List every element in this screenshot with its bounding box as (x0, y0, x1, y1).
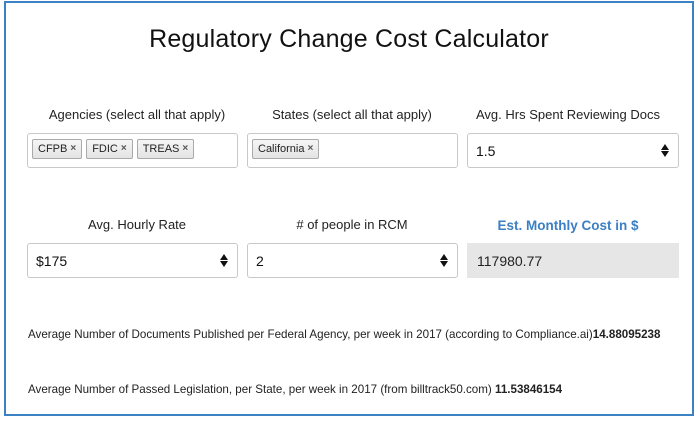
rate-label: Avg. Hourly Rate (87, 217, 187, 232)
agency-tag-treas: TREAS × (136, 139, 195, 159)
up-down-arrows-icon[interactable] (219, 254, 229, 267)
remove-icon[interactable]: × (120, 143, 127, 154)
remove-icon[interactable]: × (307, 143, 314, 154)
remove-icon[interactable]: × (70, 143, 77, 154)
monthly-cost-output: 117980.77 (467, 243, 679, 278)
tag-label: California (258, 143, 305, 155)
states-label: States (select all that apply) (272, 107, 432, 122)
calculator-panel: Regulatory Change Cost Calculator Agenci… (4, 1, 694, 416)
page-title: Regulatory Change Cost Calculator (149, 25, 549, 53)
agencies-label: Agencies (select all that apply) (48, 107, 226, 122)
hours-value: 1.5 (476, 142, 496, 159)
tag-label: CFPB (38, 143, 68, 155)
up-down-arrows-icon[interactable] (660, 144, 670, 157)
agency-tag-fdic: FDIC × (86, 139, 133, 159)
state-stat-text: Average Number of Passed Legislation, pe… (28, 383, 492, 396)
cost-value: 117980.77 (477, 252, 543, 269)
federal-stat-text: Average Number of Documents Published pe… (28, 328, 593, 341)
states-multiselect[interactable]: California × (247, 133, 458, 168)
hours-label: Avg. Hrs Spent Reviewing Docs (475, 107, 660, 122)
tag-label: TREAS (142, 143, 180, 155)
state-stat-value: 11.53846154 (495, 383, 563, 396)
remove-icon[interactable]: × (182, 143, 189, 154)
state-tag-california: California × (252, 139, 320, 159)
hourly-rate-input[interactable]: $175 (27, 243, 238, 278)
people-value: 2 (256, 252, 264, 269)
state-legislation-stat: Average Number of Passed Legislation, pe… (28, 383, 562, 396)
federal-agency-stat: Average Number of Documents Published pe… (28, 328, 660, 341)
cost-label: Est. Monthly Cost in $ (497, 218, 639, 233)
agencies-multiselect[interactable]: CFPB × FDIC × TREAS × (27, 133, 238, 168)
federal-stat-value: 14.88095238 (592, 328, 661, 341)
people-input[interactable]: 2 (247, 243, 458, 278)
hours-input[interactable]: 1.5 (467, 133, 679, 168)
agency-tag-cfpb: CFPB × (32, 139, 83, 159)
up-down-arrows-icon[interactable] (439, 254, 449, 267)
tag-label: FDIC (92, 143, 118, 155)
rate-value: $175 (36, 252, 68, 269)
people-label: # of people in RCM (296, 217, 408, 232)
